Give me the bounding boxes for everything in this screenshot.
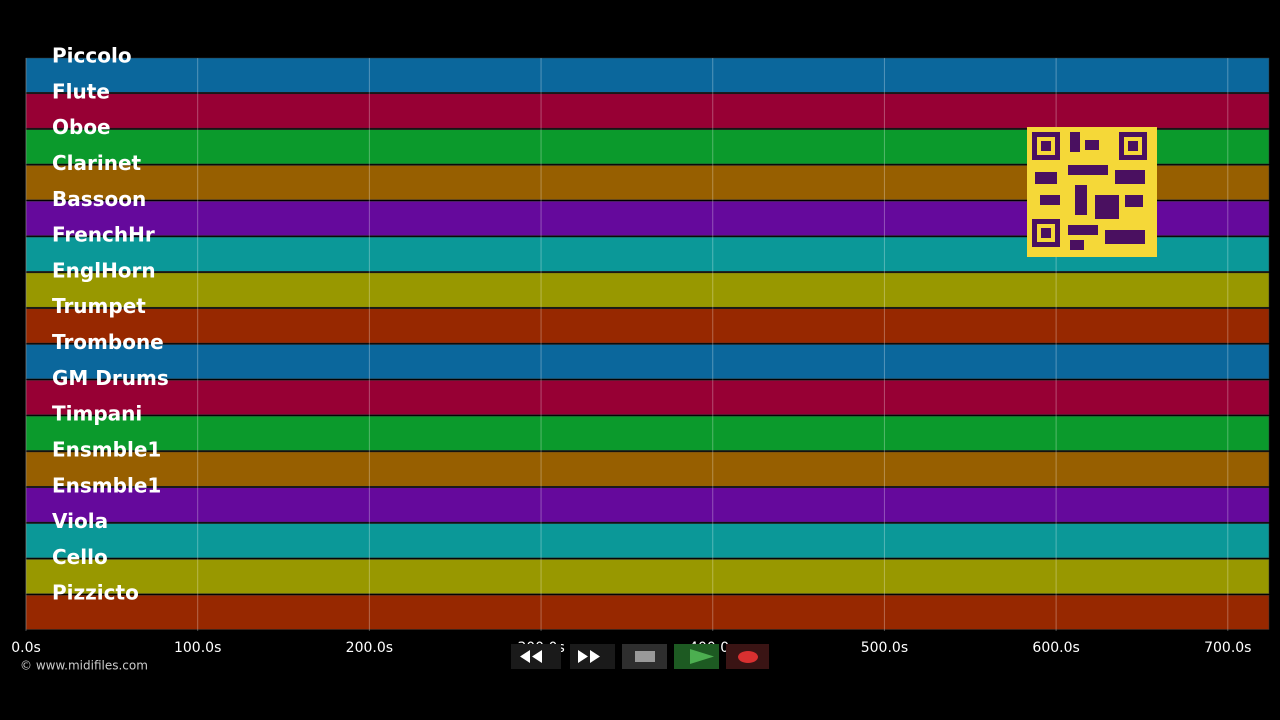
stop-icon bbox=[635, 651, 655, 662]
track-band bbox=[25, 308, 1270, 344]
track-label: Trumpet bbox=[52, 294, 146, 318]
track-label: Ensmble1 bbox=[52, 437, 161, 461]
track-band bbox=[25, 93, 1270, 129]
track-label: Flute bbox=[52, 79, 110, 103]
track-band bbox=[25, 594, 1270, 630]
track-label: Timpani bbox=[52, 402, 142, 426]
track-label: EnglHorn bbox=[52, 258, 156, 282]
track-band bbox=[25, 272, 1270, 308]
track-label: Viola bbox=[52, 509, 108, 533]
track-band bbox=[25, 451, 1270, 487]
track-band bbox=[25, 344, 1270, 380]
record-icon bbox=[738, 651, 758, 663]
tick-label: 700.0s bbox=[1204, 640, 1251, 656]
tick-label: 200.0s bbox=[346, 640, 393, 656]
track-band bbox=[25, 487, 1270, 523]
track-label: Ensmble1 bbox=[52, 473, 161, 497]
track-label: Trombone bbox=[52, 330, 164, 354]
transport-controls bbox=[511, 644, 769, 669]
track-band bbox=[25, 57, 1270, 93]
track-band bbox=[25, 559, 1270, 594]
tick-label: 100.0s bbox=[174, 640, 221, 656]
track-band bbox=[25, 380, 1270, 415]
track-label: Piccolo bbox=[52, 44, 132, 68]
credit: © www.midifiles.com bbox=[20, 659, 148, 673]
track-band bbox=[25, 523, 1270, 559]
tick-label: 500.0s bbox=[861, 640, 908, 656]
track-label: FrenchHr bbox=[52, 223, 155, 247]
tick-label: 600.0s bbox=[1032, 640, 1079, 656]
tick-label: 0.0s bbox=[11, 640, 41, 656]
forward-icon bbox=[578, 650, 600, 663]
qr-code bbox=[1027, 127, 1157, 257]
track-label: Oboe bbox=[52, 115, 111, 139]
play-icon bbox=[690, 649, 714, 664]
rewind-icon bbox=[520, 650, 542, 663]
track-label: Clarinet bbox=[52, 151, 142, 175]
track-band bbox=[25, 415, 1270, 451]
track-label: GM Drums bbox=[52, 366, 169, 390]
track-label: Cello bbox=[52, 545, 108, 569]
track-label: Pizzicto bbox=[52, 581, 139, 605]
track-label: Bassoon bbox=[52, 187, 146, 211]
